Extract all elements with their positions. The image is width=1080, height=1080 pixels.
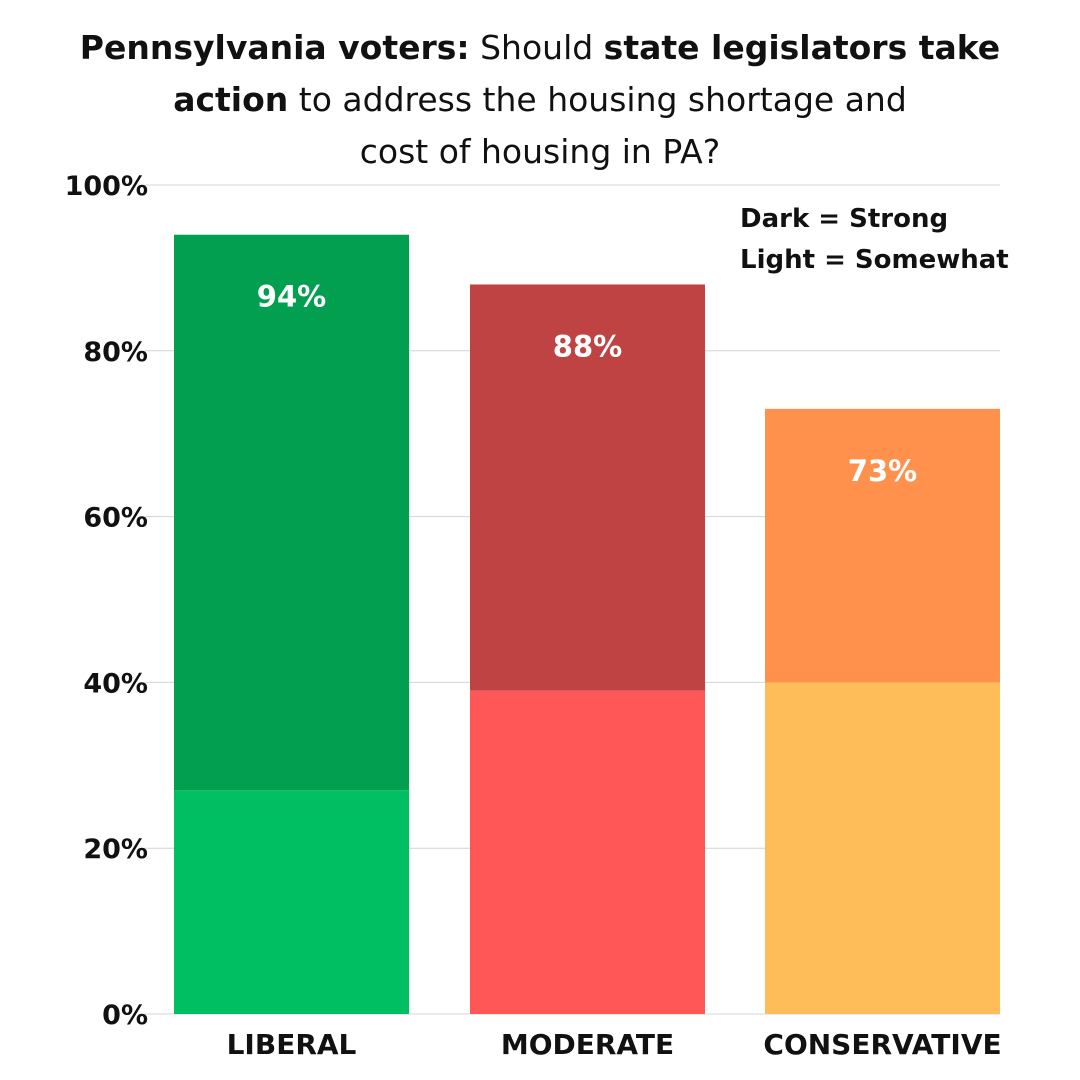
title-text-address: to address the housing shortage and [288, 80, 907, 119]
title-bold-state-legislators: state legislators take [603, 28, 1001, 67]
title-text-should: Should [469, 28, 604, 67]
chart-title: Pennsylvania voters: Should state legisl… [40, 22, 1040, 178]
x-category-label-liberal: LIBERAL [227, 1028, 357, 1061]
y-tick-label-80: 80% [83, 337, 148, 368]
total-label-liberal: 94% [257, 280, 326, 314]
title-bold-pennsylvania-voters: Pennsylvania voters: [79, 28, 470, 67]
y-tick-label-100: 100% [65, 171, 148, 202]
bar-moderate-somewhat [470, 690, 705, 1014]
legend: Dark = Strong Light = Somewhat [740, 204, 1009, 275]
bar-liberal-somewhat [174, 790, 409, 1014]
x-category-label-moderate: MODERATE [501, 1028, 674, 1061]
legend-strong: Dark = Strong [740, 204, 948, 234]
bar-conservative-strong [765, 408, 1000, 683]
bar-liberal-strong [174, 234, 409, 791]
y-tick-label-0: 0% [102, 1000, 148, 1031]
total-label-conservative: 73% [848, 454, 917, 488]
legend-somewhat: Light = Somewhat [740, 245, 1009, 275]
y-tick-label-20: 20% [83, 834, 148, 865]
bar-conservative-somewhat [765, 682, 1000, 1014]
bar-moderate-strong [470, 284, 705, 691]
bar-total-labels: 94% 88% 73% [257, 280, 917, 488]
bars [174, 234, 1000, 1014]
title-line-1: Pennsylvania voters: Should state legisl… [40, 22, 1040, 74]
x-category-label-conservative: CONSERVATIVE [763, 1028, 1001, 1061]
y-axis-tick-labels: 0% 20% 40% 60% 80% 100% [65, 171, 148, 1031]
x-axis-category-labels: LIBERAL MODERATE CONSERVATIVE [227, 1028, 1002, 1061]
title-line-3: cost of housing in PA? [359, 132, 721, 171]
title-line-2: action to address the housing shortage a… [40, 74, 1040, 126]
title-bold-action: action [173, 80, 289, 119]
y-tick-label-60: 60% [83, 503, 148, 534]
y-tick-label-40: 40% [83, 668, 148, 699]
total-label-moderate: 88% [553, 329, 622, 363]
